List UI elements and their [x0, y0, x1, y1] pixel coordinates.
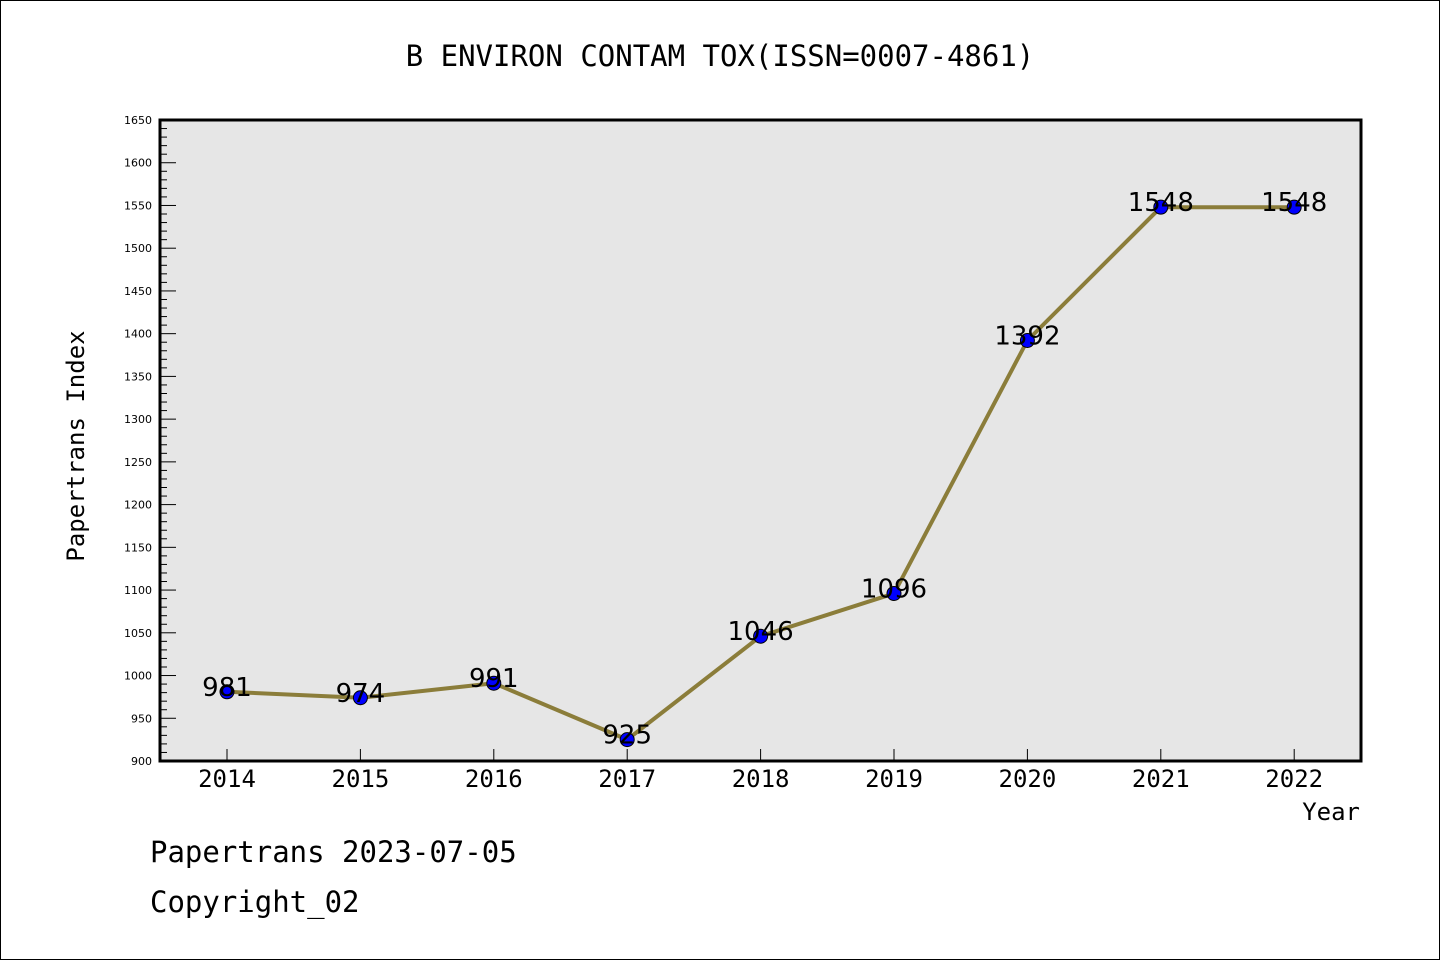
x-tick-label: 2015 — [332, 765, 390, 793]
x-tick-label: 2014 — [198, 765, 256, 793]
footer-copyright: Copyright_02 — [150, 885, 360, 919]
y-tick-label: 1350 — [124, 370, 152, 383]
plot-border — [158, 118, 1363, 763]
x-tick-label: 2020 — [999, 765, 1057, 793]
data-label: 991 — [469, 664, 519, 694]
data-label: 1392 — [994, 322, 1060, 352]
data-label: 1096 — [861, 574, 927, 604]
y-axis-label: Papertrans Index — [62, 330, 90, 561]
data-point — [352, 690, 368, 706]
data-point — [753, 628, 769, 644]
plot-area — [160, 120, 1361, 761]
y-tick-label: 1250 — [124, 456, 152, 469]
y-tick-label: 1600 — [124, 157, 152, 170]
data-label: 1548 — [1261, 188, 1327, 218]
y-tick-label: 1100 — [124, 584, 152, 597]
series-markers — [219, 199, 1302, 748]
x-tick-label: 2022 — [1265, 765, 1323, 793]
data-labels: 981 974 991 925 1046 1096 1392 1548 1548 — [202, 188, 1327, 750]
y-axis: 900 950 1000 1050 1100 1150 1200 1250 1300 1350 14… — [124, 114, 176, 768]
x-tick-label: 2019 — [865, 765, 923, 793]
data-label: 925 — [602, 721, 652, 751]
x-tick-label: 2021 — [1132, 765, 1190, 793]
x-tick-label: 2017 — [598, 765, 656, 793]
data-point — [1019, 333, 1035, 349]
x-axis-label: Year — [1302, 798, 1360, 826]
y-tick-label: 1000 — [124, 670, 152, 683]
data-label: 1548 — [1128, 188, 1194, 218]
y-tick-label: 1400 — [124, 328, 152, 341]
y-tick-label: 1300 — [124, 413, 152, 426]
x-tick-label: 2018 — [732, 765, 790, 793]
y-tick-label: 1650 — [124, 114, 152, 127]
x-axis: 2014 2015 2016 2017 2018 2019 2020 2021 2022 — [198, 749, 1323, 793]
y-tick-label: 1550 — [124, 199, 152, 212]
y-tick-label: 1500 — [124, 242, 152, 255]
x-tick-label: 2016 — [465, 765, 523, 793]
y-tick-label: 1150 — [124, 541, 152, 554]
y-tick-label: 1200 — [124, 499, 152, 512]
data-point — [1153, 199, 1169, 215]
footer-date: Papertrans 2023-07-05 — [150, 835, 517, 869]
data-label: 974 — [336, 679, 386, 709]
y-tick-label: 950 — [131, 712, 152, 725]
data-point — [219, 684, 235, 700]
data-label: 1046 — [728, 617, 794, 647]
data-point — [486, 675, 502, 691]
data-label: 981 — [202, 673, 252, 703]
y-tick-label: 1050 — [124, 627, 152, 640]
y-tick-label: 1450 — [124, 285, 152, 298]
data-point — [1286, 199, 1302, 215]
chart-title: B ENVIRON CONTAM TOX(ISSN=0007-4861) — [406, 39, 1035, 73]
data-point — [619, 732, 635, 748]
data-point — [886, 585, 902, 601]
y-tick-label: 900 — [131, 755, 152, 768]
